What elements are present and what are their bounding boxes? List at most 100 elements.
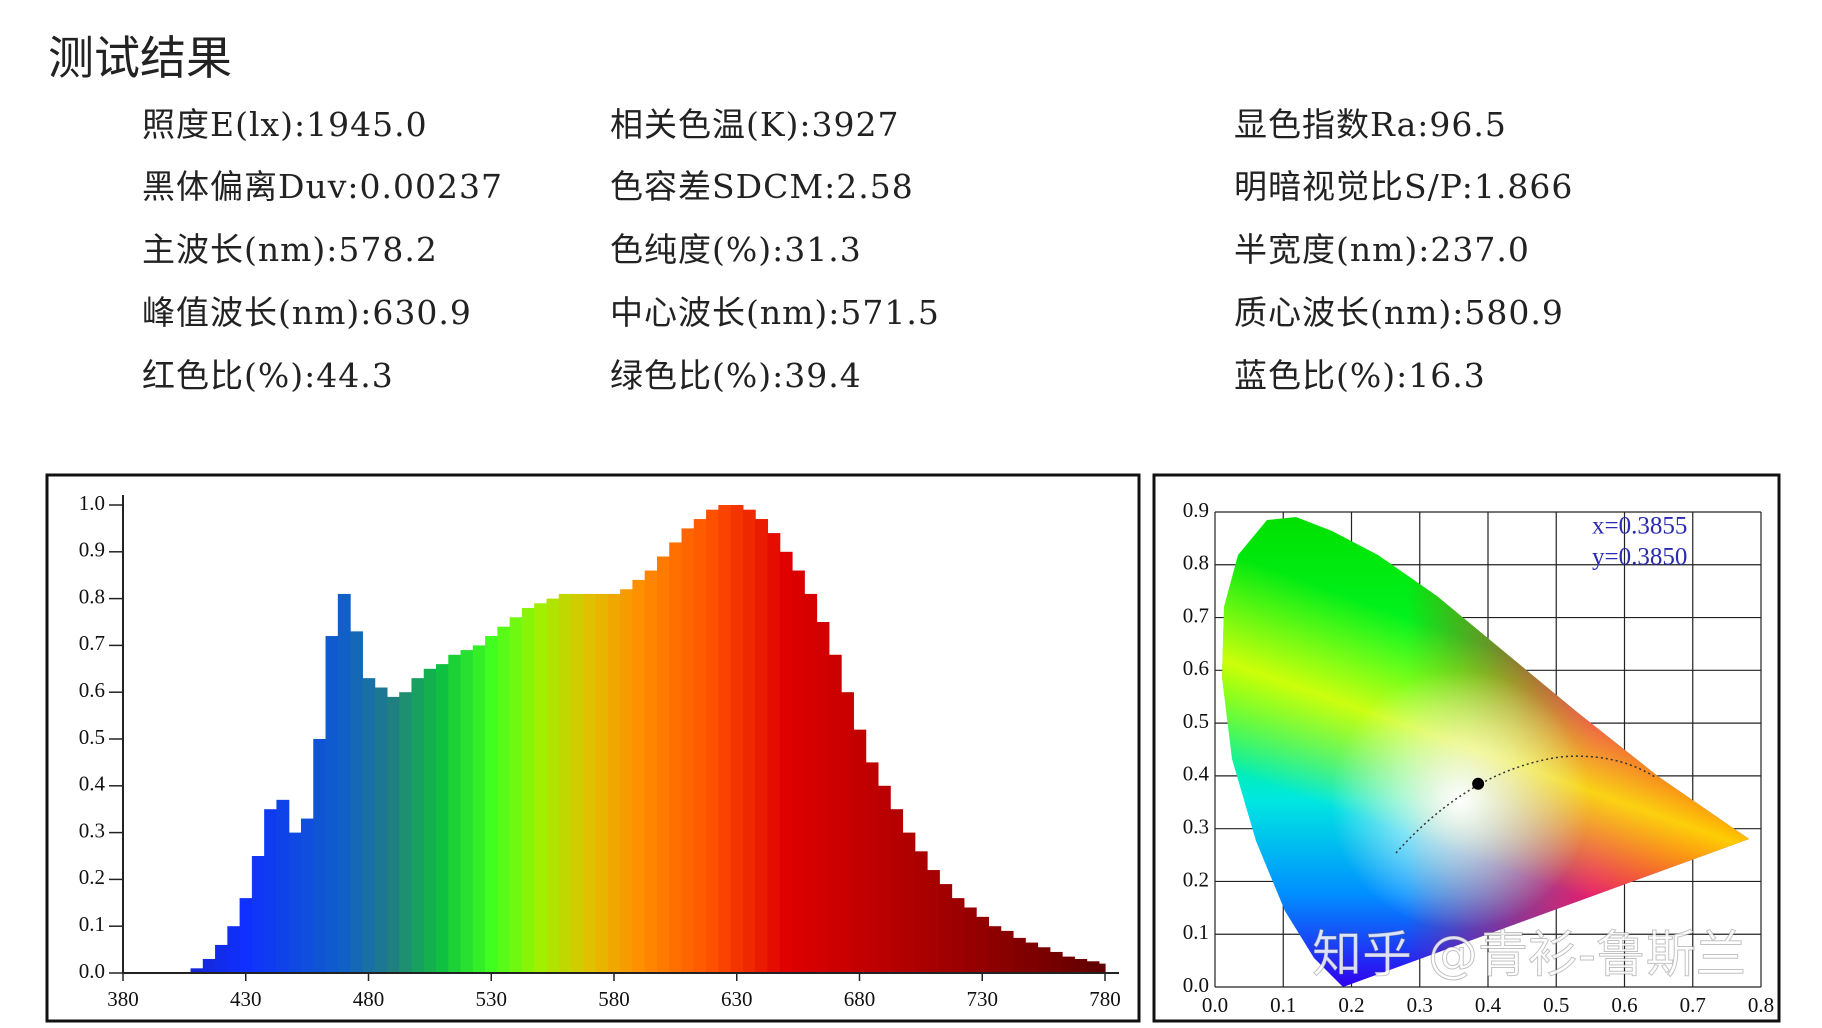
spectrum-bar	[1086, 961, 1100, 973]
spectrum-bar	[632, 579, 646, 973]
x-tick-label: 0.7	[1680, 993, 1706, 1017]
x-tick-label: 0.5	[1543, 993, 1569, 1017]
spectrum-bar	[472, 645, 486, 973]
x-tick-label: 430	[230, 987, 262, 1011]
spectrum-bar	[288, 832, 302, 973]
y-tick-label: 0.7	[1183, 603, 1209, 627]
y-tick-label: 0.4	[79, 772, 106, 796]
spectrum-bar	[939, 884, 953, 973]
x-tick-label: 480	[353, 987, 385, 1011]
spectrum-bar	[742, 509, 756, 973]
spectrum-bar	[988, 926, 1002, 973]
spectrum-bar	[423, 668, 437, 973]
spectrum-bar	[497, 626, 511, 973]
spectrum-bar	[927, 870, 940, 973]
spectrum-bar	[485, 636, 498, 973]
spectrum-bar	[300, 818, 314, 973]
x-tick-label: 0.4	[1475, 993, 1502, 1017]
x-tick-label: 0.2	[1338, 993, 1364, 1017]
spectrum-bar	[374, 687, 388, 973]
x-tick-label: 730	[967, 987, 999, 1011]
metric: 红色比(%):44.3	[142, 356, 394, 395]
chart: 0.0 0.1 0.2 0.3 0.4 0.5 0.6 0.7 0.8 0.9 1.0 380 430 4…	[79, 491, 1121, 1011]
spectrum-bar	[669, 542, 683, 973]
y-tick-label: 0.8	[79, 584, 105, 608]
metric: 半宽度(nm):237.0	[1234, 230, 1530, 269]
spectrum-bar	[693, 519, 707, 973]
spectrum-bar	[436, 664, 449, 973]
x-tick-label: 0.6	[1611, 993, 1637, 1017]
x-tick-label: 580	[598, 987, 630, 1011]
x-tick-label: 630	[721, 987, 753, 1011]
spectrum-bar	[239, 898, 253, 973]
spectrum-bar	[877, 785, 891, 973]
spectrum-bar	[1025, 942, 1039, 973]
spectrum-bar	[890, 809, 904, 973]
spectrum-bar	[791, 570, 805, 973]
metric: 黑体偏离Duv:0.00237	[142, 167, 503, 206]
spectrum-bar	[767, 533, 781, 973]
y-tick-label: 0.3	[79, 818, 105, 842]
y-tick-label: 0.9	[79, 538, 105, 562]
y-tick-label: 0.5	[1183, 709, 1209, 733]
spectrum-bar	[1062, 956, 1075, 973]
chromaticity-point	[1472, 777, 1485, 790]
x-tick-label: 0.3	[1407, 993, 1433, 1017]
x-tick-label: 530	[476, 987, 508, 1011]
spectrum-bar	[546, 598, 560, 973]
x-tick-label: 0.8	[1748, 993, 1774, 1017]
y-tick-label: 0.1	[1183, 920, 1209, 944]
spectrum-bar	[1098, 963, 1106, 973]
y-tick-label: 0.6	[79, 678, 105, 702]
planckian-locus	[1395, 755, 1656, 854]
spectrum-bar	[816, 622, 830, 973]
watermark: 知乎 @青衫-鲁斯兰	[1312, 926, 1746, 984]
spectral-locus	[1222, 517, 1749, 987]
annotation: y=0.3850	[1592, 544, 1687, 571]
metric: 显色指数Ra:96.5	[1234, 105, 1507, 144]
y-tick-label: 0.9	[1183, 498, 1209, 522]
spectrum-bar	[534, 603, 548, 973]
spectrum-bar	[558, 593, 572, 973]
spectrum-bar	[411, 678, 425, 973]
x-tick-label: 0.1	[1270, 993, 1296, 1017]
spectrum-bar	[460, 650, 474, 973]
metric: 色容差SDCM:2.58	[610, 167, 914, 206]
spectrum-bar	[448, 654, 462, 973]
spectrum-bar	[1037, 947, 1051, 973]
spectrum-bar	[681, 528, 695, 973]
spectrum-bar	[706, 509, 719, 973]
spectrum-bar	[730, 505, 744, 973]
metric: 绿色比(%):39.4	[610, 356, 862, 395]
spectrum-bar	[963, 907, 977, 973]
metric: 照度E(lx):1945.0	[142, 105, 428, 144]
spectrum-bar	[251, 856, 265, 973]
spectrum-bar	[350, 631, 363, 973]
points: x=0.3855 y=0.3850	[1472, 513, 1687, 790]
x-tick-label: 780	[1089, 987, 1121, 1011]
spectrum-bar	[976, 916, 989, 973]
spectrum-bar	[264, 809, 278, 973]
spectrum-bar	[902, 832, 916, 973]
spectrum-bar	[362, 678, 376, 973]
spectrum-bar	[841, 692, 854, 973]
metric: 峰值波长(nm):630.9	[142, 293, 472, 332]
metric: 主波长(nm):578.2	[142, 230, 438, 269]
spectrum-bar	[521, 607, 535, 973]
spectrum-bar	[313, 739, 327, 973]
metric: 明暗视觉比S/P:1.866	[1234, 167, 1574, 206]
spectrum-bar	[337, 593, 351, 973]
spectrum-bar	[779, 551, 793, 973]
x-tick-label: 680	[844, 987, 876, 1011]
spectrum-frame	[45, 473, 1141, 1023]
spectrum-bar	[1049, 951, 1063, 973]
spectrum-bar	[718, 505, 732, 973]
spectrum-bar	[583, 593, 597, 973]
y-tick-label: 0.8	[1183, 551, 1209, 575]
metric: 色纯度(%):31.3	[610, 230, 862, 269]
x-tick-label: 0.0	[1202, 993, 1228, 1017]
spectrum-bar	[607, 593, 621, 973]
x-tick-label: 380	[107, 987, 139, 1011]
